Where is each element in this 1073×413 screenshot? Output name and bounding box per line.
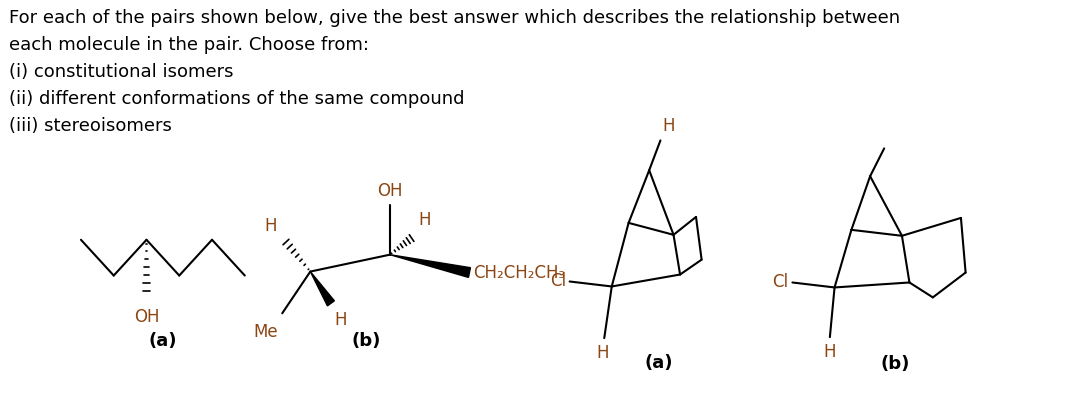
Polygon shape xyxy=(389,255,470,278)
Text: H: H xyxy=(264,217,277,235)
Text: H: H xyxy=(824,343,836,361)
Text: For each of the pairs shown below, give the best answer which describes the rela: For each of the pairs shown below, give … xyxy=(9,9,900,27)
Text: (a): (a) xyxy=(644,354,673,372)
Text: H: H xyxy=(597,344,608,362)
Text: (b): (b) xyxy=(881,355,910,373)
Text: (a): (a) xyxy=(149,332,177,350)
Text: Cl: Cl xyxy=(773,273,789,292)
Text: H: H xyxy=(335,311,348,329)
Text: each molecule in the pair. Choose from:: each molecule in the pair. Choose from: xyxy=(9,36,369,54)
Text: CH₂CH₂CH₃: CH₂CH₂CH₃ xyxy=(473,263,565,282)
Text: OH: OH xyxy=(134,309,159,326)
Text: H: H xyxy=(662,117,675,135)
Text: OH: OH xyxy=(377,182,402,200)
Text: (iii) stereoisomers: (iii) stereoisomers xyxy=(9,116,172,135)
Text: Cl: Cl xyxy=(549,273,565,290)
Polygon shape xyxy=(310,272,335,306)
Text: Me: Me xyxy=(253,323,278,341)
Text: (ii) different conformations of the same compound: (ii) different conformations of the same… xyxy=(9,90,465,108)
Text: (i) constitutional isomers: (i) constitutional isomers xyxy=(9,63,234,81)
Text: H: H xyxy=(418,211,430,229)
Text: (b): (b) xyxy=(352,332,381,350)
